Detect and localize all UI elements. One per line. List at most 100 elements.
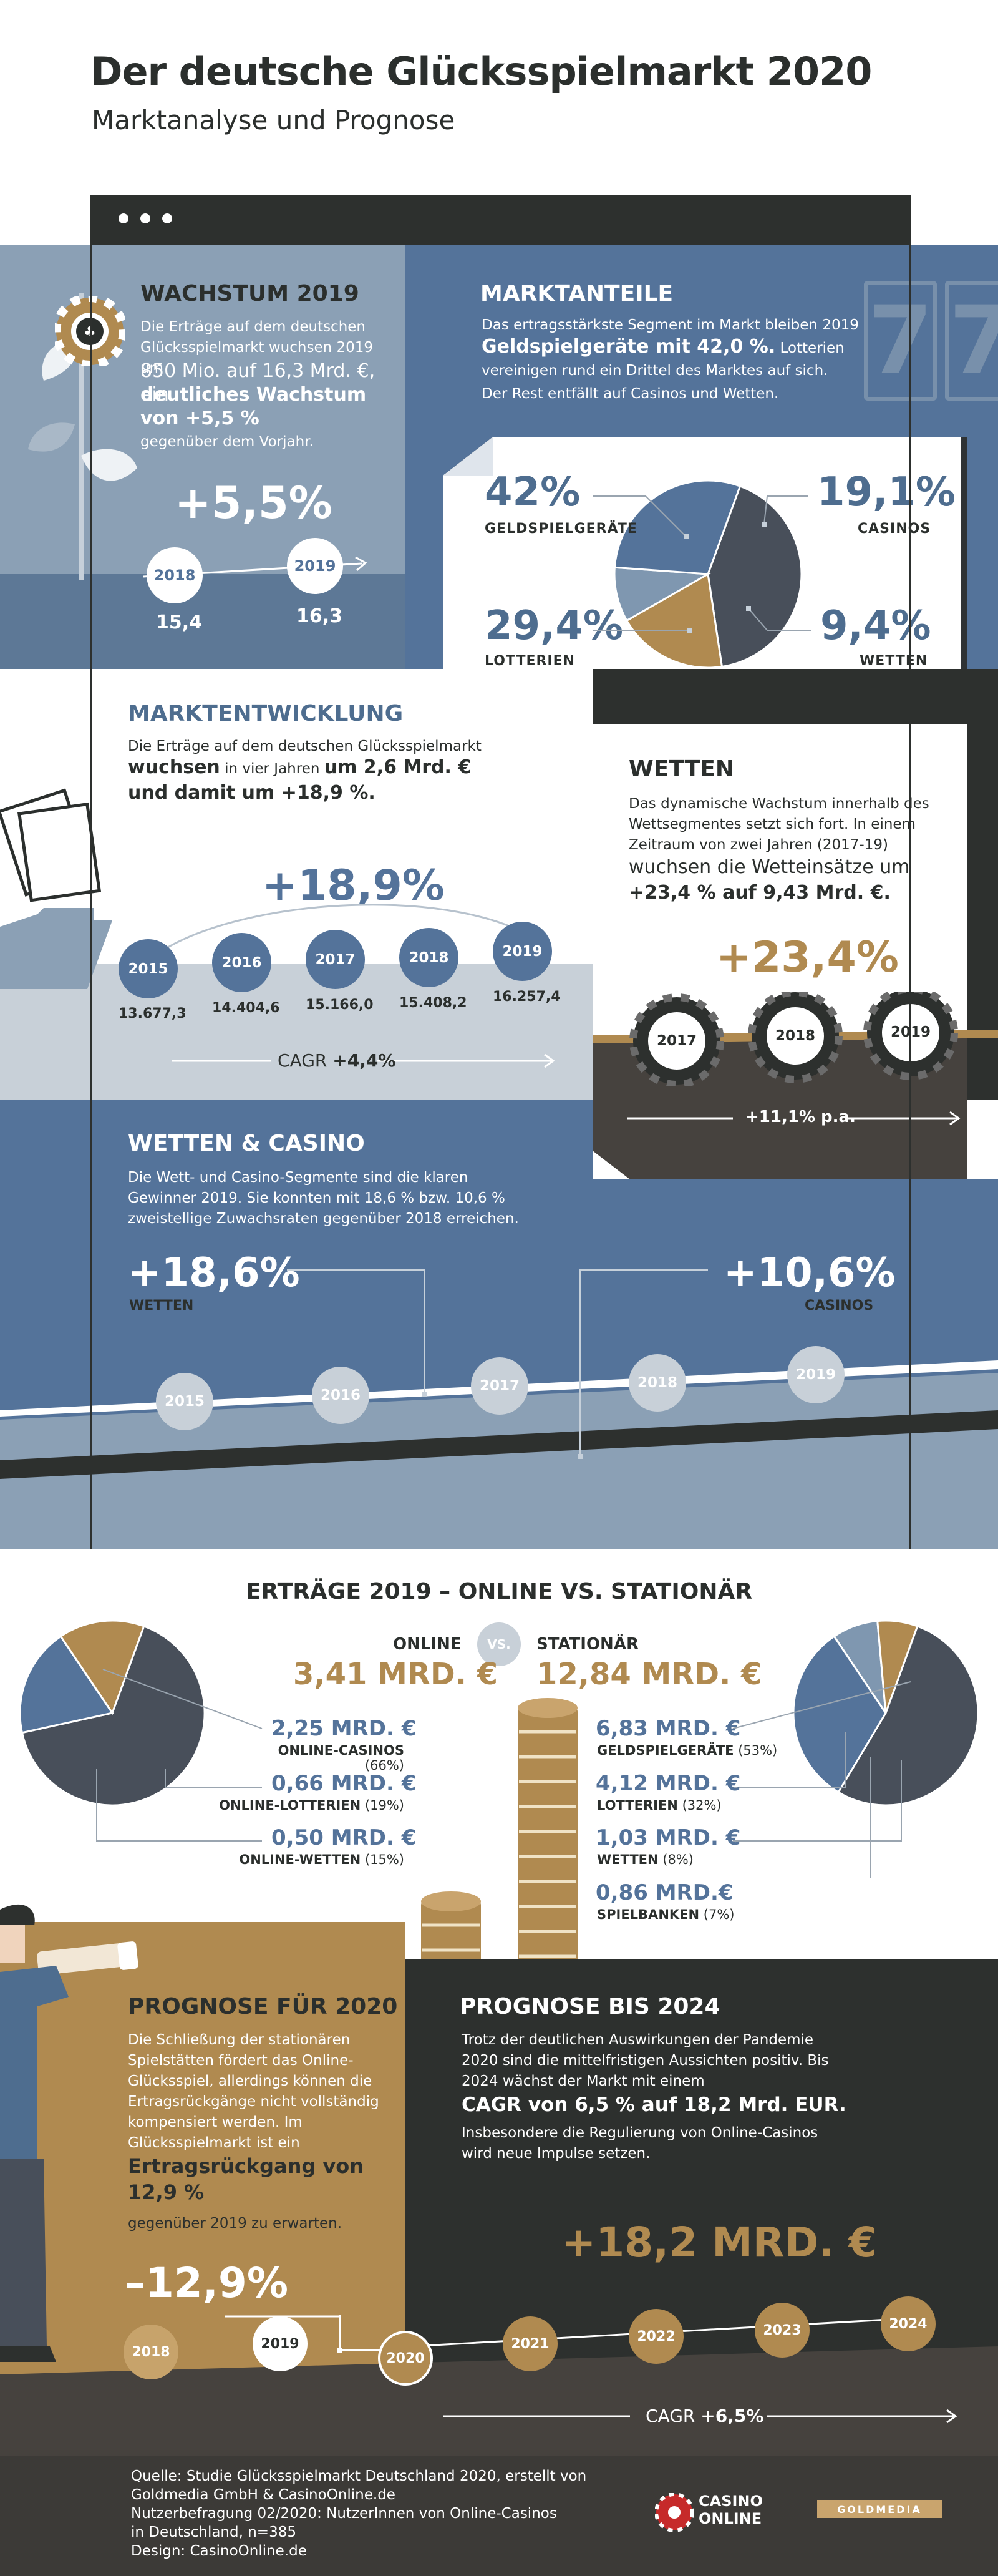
online-casinos-name: ONLINE-CASINOS bbox=[278, 1743, 404, 1758]
marktentwicklung-amount: um 2,6 Mrd. € bbox=[324, 756, 472, 778]
marktentwicklung-arc bbox=[155, 904, 531, 956]
page-title: Der deutsche Glücksspielmarkt 2020 bbox=[90, 49, 872, 94]
stationaer-label-geldspielgeraete: GELDSPIELGERÄTE (53%) bbox=[597, 1743, 777, 1758]
marktanteile-heading: MARKTANTEILE bbox=[480, 281, 674, 306]
pie-value-wetten: 9,4% bbox=[820, 603, 931, 649]
wachstum-big-value: +5,5% bbox=[175, 477, 332, 529]
wetten-year-2019: 2019 bbox=[891, 1024, 931, 1040]
online-lotterien-name: ONLINE-LOTTERIEN bbox=[219, 1798, 361, 1813]
wachstum-value-2019: 16,3 bbox=[296, 605, 343, 627]
year-circle-2019: 2019 bbox=[287, 538, 343, 594]
window-dot-icon bbox=[162, 213, 172, 223]
year-circle-2015: 2015 bbox=[156, 1373, 213, 1430]
online-value-casinos: 2,25 MRD. € bbox=[271, 1716, 417, 1741]
wachstum-value-2018: 15,4 bbox=[156, 612, 203, 633]
prognose2020-text-3: gegenüber 2019 zu erwarten. bbox=[128, 2215, 342, 2232]
plant-illustration bbox=[28, 293, 137, 580]
wetten-card bbox=[593, 724, 967, 1036]
marktentwicklung-value-2019: 16.257,4 bbox=[493, 989, 561, 1005]
pie-value-casinos: 19,1% bbox=[817, 469, 956, 515]
marktentwicklung-text-3: und damit um +18,9 %. bbox=[128, 782, 375, 804]
prognose2024-big-value: +18,2 MRD. € bbox=[561, 2218, 878, 2266]
marktentwicklung-period: in vier Jahren bbox=[225, 761, 320, 777]
year-circle-2022: 2022 bbox=[629, 2309, 684, 2364]
pie-slice-online-lotterien bbox=[19, 1635, 114, 1734]
logo-text-casino: CASINO bbox=[699, 2492, 763, 2510]
prognose2020-text-1: Die Schließung der stationären Spielstät… bbox=[128, 2032, 379, 2151]
logo-text-online: ONLINE bbox=[699, 2510, 762, 2527]
prognose2024-text-1: Trotz der deutlichen Auswirkungen der Pa… bbox=[462, 2032, 829, 2089]
prognose2020-heading: PROGNOSE FÜR 2020 bbox=[128, 1994, 398, 2019]
slot-seven-icon: 7 bbox=[945, 281, 998, 401]
online-label: ONLINE bbox=[393, 1635, 462, 1654]
footer-line-1: Quelle: Studie Glücksspielmarkt Deutschl… bbox=[131, 2468, 587, 2484]
stationaer-value-lotterien: 4,12 MRD. € bbox=[596, 1771, 741, 1796]
marktanteile-lotterien-text: Lotterien vereinigen rund ein Drittel de… bbox=[482, 340, 845, 379]
online-wetten-name: ONLINE-WETTEN bbox=[239, 1852, 361, 1867]
wetten-chips bbox=[629, 992, 958, 1086]
prognose2024-text-3: Insbesondere die Regulierung von Online-… bbox=[462, 2125, 818, 2162]
svg-text:♣: ♣ bbox=[84, 324, 96, 340]
marktentwicklung-band bbox=[0, 964, 593, 1100]
marktentwicklung-text-1: Die Erträge auf dem deutschen Glücksspie… bbox=[128, 738, 482, 754]
wetten-heading: WETTEN bbox=[629, 756, 734, 782]
pie-slice-online-wetten bbox=[59, 1619, 145, 1715]
marktentwicklung-text-2: wuchsen in vier Jahren um 2,6 Mrd. € bbox=[128, 756, 471, 778]
footer-line-4: in Deutschland, n=385 bbox=[131, 2524, 296, 2540]
window-dot-icon bbox=[140, 213, 150, 223]
online-pie-chart bbox=[19, 1619, 206, 1807]
goldmedia-logo: GOLDMEDIA bbox=[817, 2500, 942, 2518]
market-share-pie-chart bbox=[613, 479, 803, 669]
marktentwicklung-value-2018: 15.408,2 bbox=[399, 995, 467, 1011]
pie-value-geldspielgeraete: 42% bbox=[485, 469, 581, 515]
frame-right-line bbox=[909, 245, 911, 1549]
ertraege-heading: ERTRÄGE 2019 – ONLINE VS. STATIONÄR bbox=[245, 1579, 753, 1604]
online-label-casinos: ONLINE-CASINOS (66%) bbox=[236, 1743, 404, 1773]
pie-label-wetten: WETTEN bbox=[860, 653, 928, 669]
goldmedia-logo-text: GOLDMEDIA bbox=[837, 2503, 922, 2515]
stationaer-label: STATIONÄR bbox=[536, 1635, 639, 1654]
year-circle-2018: 2018 bbox=[629, 1354, 686, 1412]
roulette-logo-icon bbox=[655, 2493, 694, 2532]
pie-slice-casinos bbox=[625, 572, 724, 669]
stationaer-pie-chart bbox=[792, 1619, 979, 1807]
year-circle-2015: 2015 bbox=[119, 939, 178, 998]
stationaer-lotterien-name: LOTTERIEN bbox=[597, 1798, 678, 1813]
year-circle-2018: 2018 bbox=[124, 2325, 178, 2379]
frame-left-line bbox=[90, 245, 92, 1549]
stationaer-spielbanken-pct: (7%) bbox=[703, 1907, 735, 1922]
wetten-text-2: wuchsen die Wetteinsätze um bbox=[629, 856, 910, 878]
marktentwicklung-cagr: CAGR +4,4% bbox=[278, 1050, 395, 1071]
wetten-casino-connectors bbox=[287, 1269, 708, 1459]
wetten-casino-text: Die Wett- und Casino-Segmente sind die k… bbox=[128, 1169, 519, 1227]
online-casinos-pct: (66%) bbox=[364, 1758, 404, 1773]
marktanteile-text-2: Geldspielgeräte mit 42,0 %. Lotterien ve… bbox=[482, 336, 887, 382]
footer-line-3: Nutzerbefragung 02/2020: NutzerInnen von… bbox=[131, 2505, 557, 2522]
stationaer-spielbanken-name: SPIELBANKEN bbox=[597, 1907, 700, 1922]
pie-label-geldspielgeraete: GELDSPIELGERÄTE bbox=[485, 521, 637, 537]
year-circle-2019: 2019 bbox=[493, 922, 552, 981]
marktentwicklung-big-value: +18,9% bbox=[262, 861, 445, 910]
wetten-year-2017: 2017 bbox=[657, 1033, 697, 1049]
stationaer-value-geldspielgeraete: 6,83 MRD. € bbox=[596, 1716, 741, 1741]
year-circle-2020: 2020 bbox=[378, 2331, 433, 2386]
wachstum-text-4: gegenüber dem Vorjahr. bbox=[140, 434, 314, 450]
cagr-value: +4,4% bbox=[332, 1050, 396, 1071]
prognose2020-text-2: Ertragsrückgang von 12,9 % bbox=[128, 2154, 364, 2204]
pie-label-casinos: CASINOS bbox=[858, 521, 931, 537]
marktentwicklung-value-2017: 15.166,0 bbox=[306, 997, 374, 1013]
stationaer-value-wetten: 1,03 MRD. € bbox=[596, 1825, 741, 1850]
marktentwicklung-verb: wuchsen bbox=[128, 756, 220, 778]
section-wachstum-bottom bbox=[0, 574, 405, 669]
year-circle-2021: 2021 bbox=[503, 2316, 558, 2371]
wetten-casino-heading: WETTEN & CASINO bbox=[128, 1131, 365, 1156]
casino-chip-icon: ♣ bbox=[55, 296, 125, 366]
year-circle-2018: 2018 bbox=[147, 547, 203, 603]
wetten-casino-right-big: +10,6% bbox=[724, 1250, 896, 1296]
telescope-person-illustration bbox=[0, 1904, 138, 2362]
cagr-label: CAGR bbox=[278, 1050, 327, 1071]
online-lotterien-pct: (19%) bbox=[364, 1798, 404, 1813]
wachstum-text-2: 850 Mio. auf 16,3 Mrd. €, ein bbox=[140, 360, 375, 406]
pie-slice-wetten bbox=[613, 566, 712, 622]
marktentwicklung-value-2016: 14.404,6 bbox=[212, 1000, 280, 1016]
